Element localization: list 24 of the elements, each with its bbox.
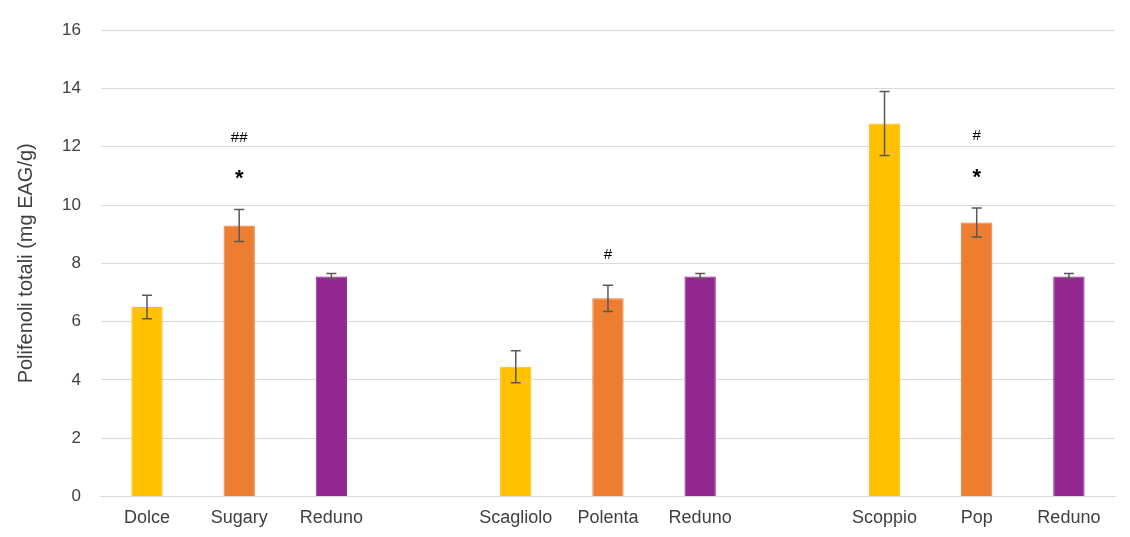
y-tick-label: 8: [71, 252, 81, 272]
x-tick-label: Reduno: [668, 507, 732, 528]
x-tick-label: Pop: [960, 507, 993, 528]
y-tick-label: 16: [61, 19, 81, 39]
y-tick-label: 0: [71, 486, 81, 506]
x-tick-label: Dolce: [123, 507, 171, 528]
annotation: *: [234, 165, 244, 191]
x-tick-label: Scoppio: [851, 507, 918, 528]
y-tick-label: 14: [61, 78, 81, 98]
y-axis-title: Polifenoli totali (mg EAG/g): [13, 143, 36, 384]
annotation: *: [972, 164, 982, 189]
x-tick-label: Reduno: [299, 507, 363, 528]
y-tick-label: 4: [71, 369, 81, 389]
annotation: #: [603, 245, 613, 263]
y-tick-label: 6: [71, 311, 81, 331]
x-tick-label: Scagliolo: [479, 507, 553, 528]
y-tick-label: 12: [61, 136, 81, 156]
y-tick-label: 10: [61, 194, 81, 214]
y-tick-label: 2: [71, 427, 81, 447]
x-tick-label: Reduno: [1037, 507, 1101, 528]
annotation: #: [972, 126, 982, 144]
annotation: ##: [230, 127, 249, 145]
x-tick-label: Sugary: [210, 507, 268, 528]
x-tick-label: Polenta: [577, 507, 640, 528]
